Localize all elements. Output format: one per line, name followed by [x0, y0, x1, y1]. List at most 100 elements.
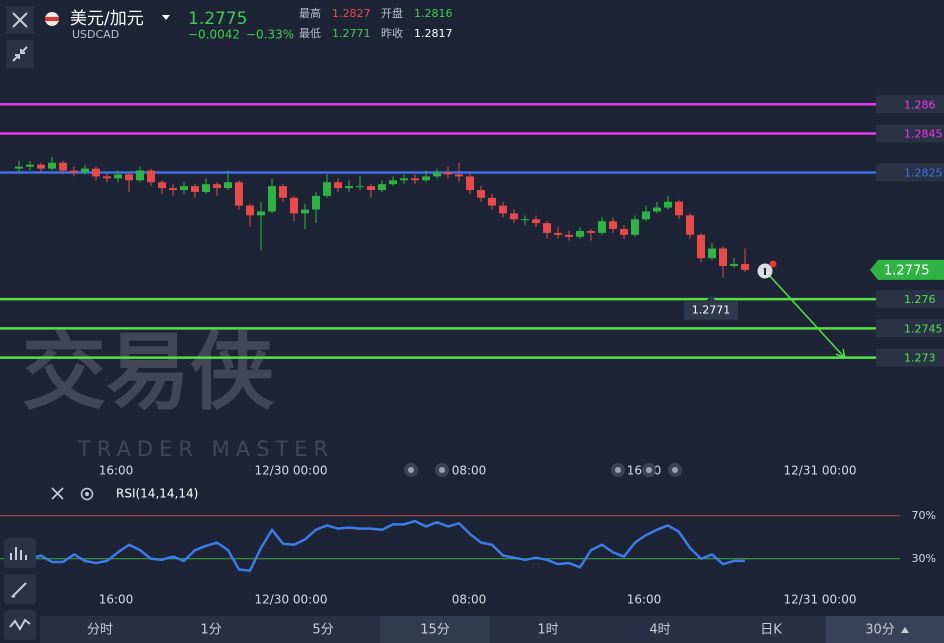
stat-label: 最高 — [299, 6, 321, 20]
rsi-settings-dot — [85, 492, 89, 496]
tab[interactable]: 1分 — [200, 623, 221, 638]
candle-body — [697, 234, 705, 259]
candle-body — [455, 174, 463, 177]
left-tools — [4, 6, 36, 640]
wave-button[interactable] — [4, 610, 36, 640]
candle-body — [664, 201, 672, 208]
candle-body — [587, 230, 595, 233]
candle-body — [70, 170, 78, 173]
level-label-bg — [876, 163, 944, 182]
tab[interactable]: 15分 — [420, 623, 450, 638]
candle-body — [48, 162, 56, 169]
stat-label: 最低 — [299, 27, 321, 40]
tab[interactable]: 5分 — [312, 623, 333, 638]
candle-body — [290, 197, 298, 214]
symbol-code: USDCAD — [72, 28, 119, 41]
candle-body — [400, 178, 408, 181]
level-label: 1.2845 — [904, 128, 943, 141]
candle-body — [15, 166, 23, 169]
candle-body — [180, 186, 188, 191]
x-tick-label: 16:00 — [99, 593, 134, 607]
candle-body — [433, 172, 441, 177]
event-marker-dot — [646, 467, 652, 473]
candle-body — [246, 205, 254, 216]
stat-value: 1.2817 — [414, 27, 453, 40]
candle-body — [631, 219, 639, 235]
x-tick-label: 16:00 — [99, 464, 134, 478]
candle-body — [103, 176, 111, 179]
candle-body — [521, 219, 529, 221]
candle-body — [224, 182, 232, 189]
stat-value: 1.2827 — [332, 7, 371, 20]
level-label: 1.273 — [904, 352, 936, 365]
low-label-bg — [684, 301, 738, 320]
symbol[interactable]: 美元/加元 — [70, 9, 144, 29]
dropdown-arrow[interactable] — [162, 15, 170, 20]
candle-body — [213, 184, 221, 189]
draw-icon — [11, 582, 27, 598]
candle-body — [730, 264, 738, 267]
tab[interactable]: 日K — [760, 623, 782, 638]
candle-body — [389, 180, 397, 185]
candle-body — [488, 197, 496, 206]
candle-body — [158, 182, 166, 189]
stat-value: 1.2771 — [332, 27, 371, 40]
candle-body — [345, 186, 353, 189]
tab[interactable]: 4时 — [649, 623, 670, 638]
candles: 1.2771 1.2775 — [15, 156, 944, 359]
candle-body — [92, 168, 100, 177]
x-tick-label: 12/30 00:00 — [255, 464, 328, 478]
level-label: 1.2825 — [904, 166, 943, 179]
candle-body — [334, 182, 342, 189]
candle-body — [378, 184, 386, 191]
level-label: 1.286 — [904, 98, 936, 111]
stat-value: 1.2816 — [414, 7, 453, 20]
level-label: 1.2745 — [904, 322, 943, 335]
candle-body — [620, 228, 628, 235]
candle-body — [169, 188, 177, 191]
low-label: 1.2771 — [692, 304, 731, 317]
trend-arrow — [767, 273, 846, 359]
event-marker-dot — [615, 467, 621, 473]
header: 美元/加元 USDCAD 1.2775 −0.0042 −0.33% 最高 1.… — [45, 6, 453, 42]
stat-label: 昨收 — [381, 26, 403, 40]
x-tick-label: 12/31 00:00 — [784, 593, 857, 607]
candle-body — [642, 211, 650, 220]
tab[interactable]: 30分 — [865, 623, 895, 638]
level-label: 1.276 — [904, 293, 936, 306]
level-label-bg — [876, 95, 944, 114]
tab[interactable]: 1时 — [537, 623, 558, 638]
candle-body — [532, 219, 540, 224]
toolbar: 分时 1分 5分 15分 1时 4时 日K 30分 — [40, 616, 944, 643]
watermark-subtitle: TRADER MASTER — [77, 437, 334, 461]
candle-body — [114, 174, 122, 179]
change: −0.0042 — [188, 28, 240, 42]
x-tick-label: 08:00 — [452, 593, 487, 607]
candle-body — [26, 164, 34, 167]
rsi-close[interactable] — [51, 487, 64, 500]
candle-body — [466, 176, 474, 191]
candle-body — [708, 248, 716, 259]
candle-body — [510, 213, 518, 220]
event-marker-dot — [408, 467, 414, 473]
low-label-pointer — [705, 295, 717, 302]
candle-body — [686, 215, 694, 235]
alert-dot — [769, 260, 777, 268]
candle-body — [279, 186, 287, 198]
candle-body — [125, 174, 133, 181]
candle-body — [653, 207, 661, 212]
candle-body — [499, 205, 507, 214]
level-label-bg — [876, 124, 944, 143]
candle-body — [356, 186, 364, 188]
close-icon — [12, 12, 28, 28]
level-label-bg — [876, 319, 944, 338]
rsi-settings[interactable] — [80, 487, 94, 501]
candle-body — [741, 264, 749, 270]
shrink-icon — [12, 46, 28, 62]
candle-body — [312, 195, 320, 210]
x-tick-label: 16:00 — [627, 593, 662, 607]
watermark-title: 交易侠 — [22, 323, 275, 421]
tab[interactable]: 分时 — [87, 623, 113, 638]
